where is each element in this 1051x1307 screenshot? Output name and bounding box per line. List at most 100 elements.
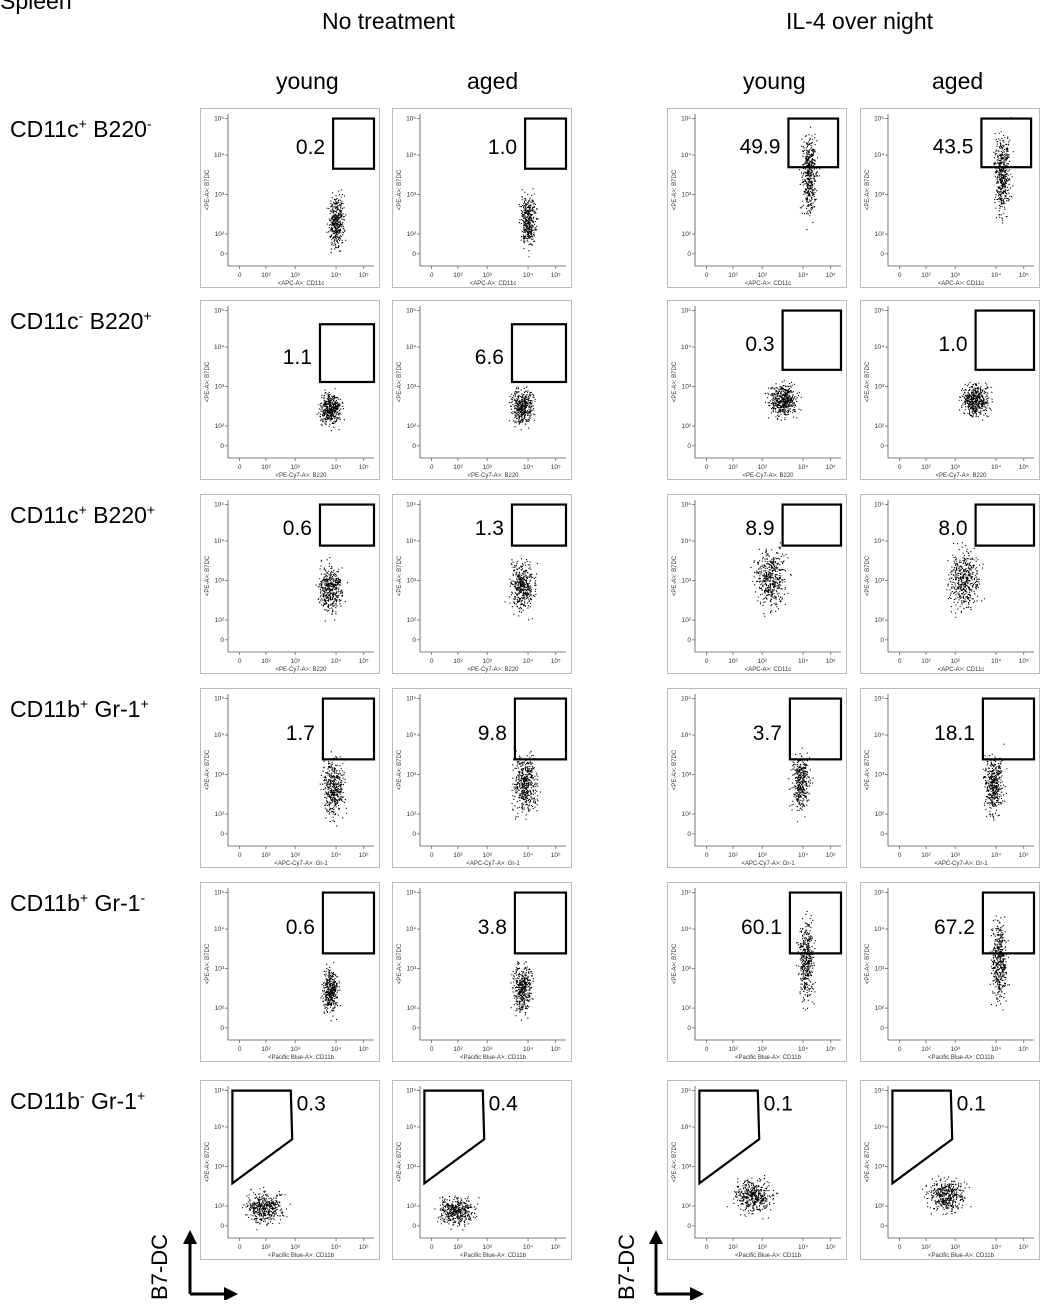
scatter-panel: 0 10² 10³ 10⁴ 10⁵ 10⁵ 10⁴ 10³ 10² 0 <APC-A>: CD11c… xyxy=(860,494,1040,674)
x-tick-label: 10⁴ xyxy=(798,464,808,471)
marker-name: B220 xyxy=(86,502,147,528)
y-tick-label: 10² xyxy=(682,231,692,238)
y-axis-title: <PE-A>: B7DC xyxy=(205,361,211,402)
corner-label: Spleen xyxy=(0,0,72,14)
plot-axes xyxy=(419,306,566,459)
x-tick-label: 0 xyxy=(705,1244,709,1251)
gate-percentage: 1.3 xyxy=(475,517,504,540)
x-tick-label: 10⁴ xyxy=(991,464,1001,471)
x-tick-label: 10³ xyxy=(482,272,492,279)
x-axis-title: <Pacific Blue-A>: CD11b xyxy=(735,1253,802,1259)
event-dots xyxy=(788,747,814,823)
x-tick-label: 10² xyxy=(921,658,931,665)
y-axis-title: <PE-A>: B7DC xyxy=(865,555,871,596)
y-tick-label: 10² xyxy=(215,617,225,624)
y-tick-label: 10³ xyxy=(682,966,692,973)
y-tick-label: 0 xyxy=(687,1025,691,1032)
y-tick-label: 10³ xyxy=(407,192,417,199)
x-tick-label: 10² xyxy=(261,658,271,665)
plot-axes xyxy=(887,1086,1034,1239)
y-tick-label: 10⁵ xyxy=(874,308,884,315)
x-tick-label: 0 xyxy=(705,272,709,279)
y-tick-label: 10² xyxy=(407,231,417,238)
plot-axes xyxy=(887,306,1034,459)
y-tick-label: 10⁴ xyxy=(681,152,691,159)
y-tick-label: 10⁴ xyxy=(874,1124,884,1131)
x-tick-label: 10³ xyxy=(757,272,767,279)
panel-frame xyxy=(667,1080,847,1260)
y-axis-title: <PE-A>: B7DC xyxy=(865,1141,871,1182)
y-tick-label: 10⁵ xyxy=(681,890,691,897)
x-tick-label: 10⁵ xyxy=(826,852,836,859)
x-tick-label: 10⁴ xyxy=(798,1244,808,1251)
gate xyxy=(318,503,376,547)
gate-percentage: 43.5 xyxy=(933,135,974,158)
x-tick-label: 10³ xyxy=(757,1244,767,1251)
gate-percentage: 0.1 xyxy=(764,1092,793,1115)
event-dots xyxy=(326,189,347,253)
x-axis-title: <APC-A>: CD11c xyxy=(938,281,985,287)
x-axis-title: <Pacific Blue-A>: CD11b xyxy=(928,1253,995,1259)
x-tick-label: 10² xyxy=(728,272,738,279)
gate xyxy=(513,697,568,761)
x-tick-label: 0 xyxy=(705,852,709,859)
y-tick-label: 0 xyxy=(220,251,224,258)
x-tick-label: 10⁵ xyxy=(826,1244,836,1251)
y-tick-label: 10² xyxy=(875,811,885,818)
x-tick-label: 10² xyxy=(261,852,271,859)
y-tick-label: 10² xyxy=(215,231,225,238)
y-tick-label: 10⁴ xyxy=(214,344,224,351)
x-tick-label: 10² xyxy=(261,464,271,471)
x-tick-label: 0 xyxy=(898,272,902,279)
y-axis-title: <PE-A>: B7DC xyxy=(397,943,403,984)
event-dots xyxy=(982,743,1008,821)
y-tick-label: 0 xyxy=(880,251,884,258)
panel-frame xyxy=(667,300,847,480)
x-tick-label: 10⁴ xyxy=(331,1046,341,1053)
x-axis-title: <APC-A>: CD11c xyxy=(938,667,985,673)
y-tick-label: 0 xyxy=(687,251,691,258)
y-tick-label: 10² xyxy=(875,231,885,238)
gate-percentage: 0.4 xyxy=(489,1092,519,1115)
gate xyxy=(781,309,843,371)
panel-frame xyxy=(667,494,847,674)
gate xyxy=(318,323,376,384)
x-tick-label: 10² xyxy=(921,1244,931,1251)
x-tick-label: 10³ xyxy=(757,464,767,471)
y-tick-label: 10² xyxy=(682,617,692,624)
x-axis-title: <APC-A>: CD11c xyxy=(470,281,517,287)
x-tick-label: 10³ xyxy=(482,658,492,665)
y-tick-label: 10⁵ xyxy=(214,116,224,123)
y-tick-label: 10³ xyxy=(407,772,417,779)
y-tick-label: 10⁴ xyxy=(681,926,691,933)
x-tick-label: 10³ xyxy=(950,1244,960,1251)
scatter-panel: 0 10² 10³ 10⁴ 10⁵ 10⁵ 10⁴ 10³ 10² 0 <Pacific Blue-… xyxy=(667,1080,847,1260)
x-tick-label: 10² xyxy=(921,464,931,471)
gate-percentage: 0.6 xyxy=(286,916,315,939)
x-tick-label: 10⁴ xyxy=(523,272,533,279)
event-dots xyxy=(922,1175,972,1215)
x-tick-label: 10⁵ xyxy=(359,852,369,859)
scatter-panel: 0 10² 10³ 10⁴ 10⁵ 10⁵ 10⁴ 10³ 10² 0 <PE-Cy7-A>: B2… xyxy=(200,494,380,674)
x-tick-label: 10³ xyxy=(290,272,300,279)
x-tick-label: 10⁵ xyxy=(826,464,836,471)
y-tick-label: 10² xyxy=(407,423,417,430)
x-axis-title: <APC-Cy7-A>: Gr-1 xyxy=(466,861,520,867)
x-tick-label: 10⁵ xyxy=(1019,1244,1029,1251)
y-axis-title: <PE-A>: B7DC xyxy=(672,943,678,984)
plot-axes xyxy=(694,114,841,267)
event-dots xyxy=(315,557,348,622)
x-tick-label: 0 xyxy=(238,852,242,859)
gate-percentage: 67.2 xyxy=(934,916,975,939)
marker-name: CD11c xyxy=(10,502,79,528)
y-tick-label: 10⁴ xyxy=(874,344,884,351)
plot-axes xyxy=(419,500,566,653)
marker-sign: - xyxy=(79,1087,85,1104)
plot-axes xyxy=(887,694,1034,847)
y-tick-label: 10³ xyxy=(875,578,885,585)
y-tick-label: 10⁴ xyxy=(406,732,416,739)
y-axis-title: <PE-A>: B7DC xyxy=(397,169,403,210)
gate-percentage: 3.8 xyxy=(478,916,507,939)
y-tick-label: 10⁴ xyxy=(406,1124,416,1131)
